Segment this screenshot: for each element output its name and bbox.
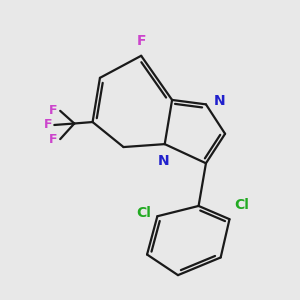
Text: Cl: Cl [136,206,152,220]
Text: F: F [49,104,58,117]
Text: Cl: Cl [234,198,249,212]
Text: N: N [214,94,226,108]
Text: F: F [136,34,146,47]
Text: F: F [44,118,52,131]
Text: N: N [158,154,169,167]
Text: F: F [49,133,58,146]
